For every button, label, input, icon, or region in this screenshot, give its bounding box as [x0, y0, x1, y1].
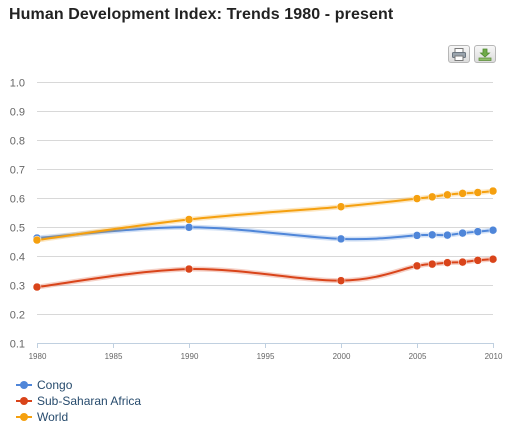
legend-swatch-congo: [16, 380, 32, 390]
export-button[interactable]: [474, 45, 496, 63]
y-tick-label: 0.2: [10, 310, 25, 322]
x-tick-label: 1985: [105, 352, 123, 361]
legend-item-congo[interactable]: Congo: [16, 377, 141, 393]
legend-label-world: World: [37, 410, 69, 424]
legend: Congo Sub-Saharan Africa World: [16, 377, 141, 425]
data-point-sub-saharan-africa[interactable]: [412, 261, 422, 271]
data-point-congo[interactable]: [412, 231, 422, 240]
data-point-congo[interactable]: [443, 230, 452, 240]
chart-title: Human Development Index: Trends 1980 - p…: [9, 6, 394, 23]
y-tick-label: 0.1: [10, 339, 25, 351]
data-points[interactable]: [32, 186, 498, 292]
series-lines: [36, 188, 494, 290]
y-tick-label: 0.4: [10, 252, 25, 264]
data-point-sub-saharan-africa[interactable]: [458, 257, 467, 267]
y-tick-label: 0.5: [10, 223, 25, 235]
data-point-world[interactable]: [473, 188, 483, 197]
legend-label-sub-saharan-africa: Sub-Saharan Africa: [37, 394, 142, 408]
data-point-world[interactable]: [184, 215, 194, 224]
data-point-sub-saharan-africa[interactable]: [427, 259, 437, 269]
data-point-sub-saharan-africa[interactable]: [32, 282, 42, 292]
download-icon: [478, 48, 492, 61]
x-tick-label: 1995: [257, 352, 275, 361]
legend-item-world[interactable]: World: [16, 409, 141, 425]
legend-item-sub-saharan-africa[interactable]: Sub-Saharan Africa: [16, 393, 141, 409]
series-glow-sub-saharan-africa: [36, 256, 494, 290]
x-tick-label: 2000: [333, 352, 351, 361]
data-point-sub-saharan-africa[interactable]: [488, 254, 498, 264]
data-point-congo[interactable]: [458, 228, 467, 238]
printer-icon: [452, 48, 466, 61]
y-tick-label: 1.0: [10, 78, 25, 90]
data-point-congo[interactable]: [336, 234, 346, 244]
x-tick-label: 2010: [485, 352, 503, 361]
legend-label-congo: Congo: [37, 378, 73, 392]
data-point-congo[interactable]: [488, 225, 498, 235]
data-point-world[interactable]: [32, 235, 42, 245]
data-point-congo[interactable]: [184, 223, 194, 232]
legend-swatch-sub-saharan-africa: [16, 396, 32, 406]
data-point-world[interactable]: [427, 192, 437, 202]
x-tick-label: 2005: [409, 352, 427, 361]
y-tick-label: 0.6: [10, 194, 25, 206]
data-point-world[interactable]: [412, 194, 422, 203]
data-point-congo[interactable]: [473, 227, 483, 236]
y-tick-label: 0.3: [10, 281, 25, 293]
data-point-world[interactable]: [458, 189, 467, 198]
data-point-sub-saharan-africa[interactable]: [184, 264, 194, 274]
y-tick-label: 0.7: [10, 165, 25, 177]
data-point-world[interactable]: [336, 202, 346, 211]
legend-swatch-world: [16, 412, 32, 422]
y-tick-label: 0.8: [10, 136, 25, 148]
y-tick-label: 0.9: [10, 107, 25, 119]
data-point-sub-saharan-africa[interactable]: [443, 258, 452, 267]
data-point-sub-saharan-africa[interactable]: [336, 276, 346, 285]
data-point-congo[interactable]: [427, 230, 437, 240]
data-point-world[interactable]: [443, 190, 452, 200]
data-point-world[interactable]: [488, 186, 498, 196]
x-tick-label: 1990: [181, 352, 199, 361]
axes: 0.1 0.2 0.3 0.4 0.5 0.6 0.7 0.8 0.9 1.0 1980 1985 19…: [10, 78, 503, 362]
print-button[interactable]: [448, 45, 470, 63]
x-tick-label: 1980: [29, 352, 47, 361]
data-point-sub-saharan-africa[interactable]: [473, 256, 483, 265]
